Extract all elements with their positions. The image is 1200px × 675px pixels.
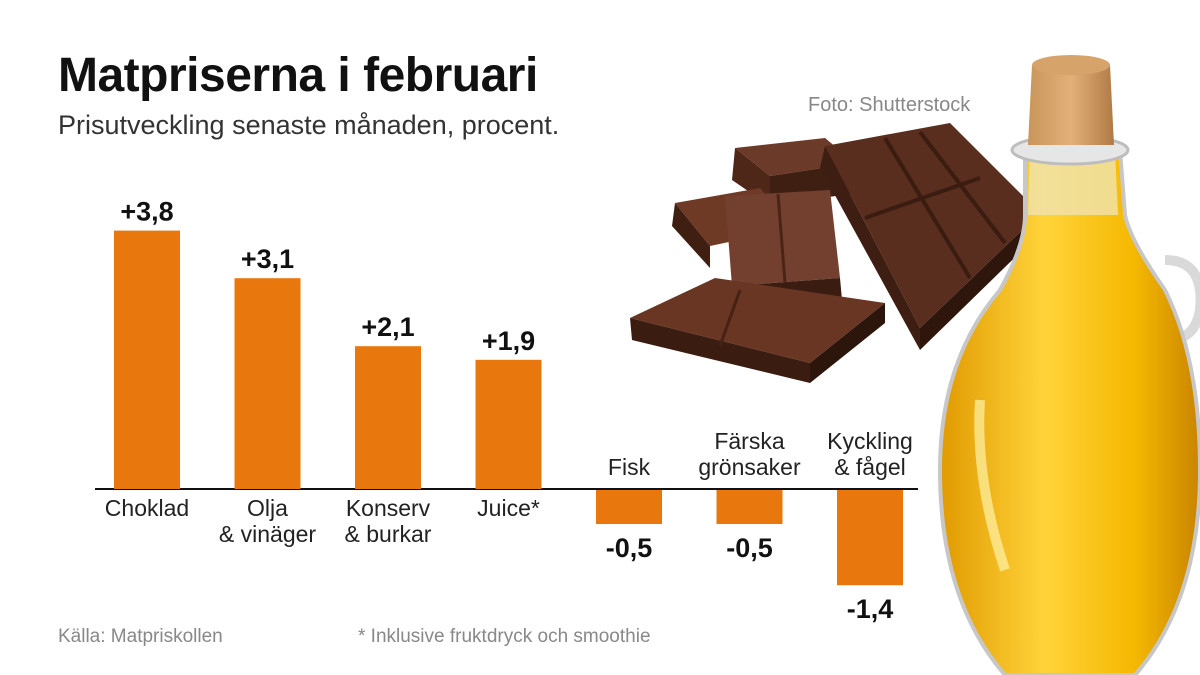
category-label: Choklad: [105, 495, 189, 521]
photo-credit: Foto: Shutterstock: [808, 94, 971, 116]
category-label: & fågel: [834, 454, 906, 480]
bar: [114, 230, 180, 489]
bar: [837, 490, 903, 586]
bar-value-label: -0,5: [606, 533, 653, 563]
chocolate-bar-large: [820, 123, 1040, 350]
category-label: Kyckling: [827, 428, 913, 454]
bar-value-label: -1,4: [847, 594, 894, 624]
category-label: Olja: [247, 495, 288, 521]
category-label: grönsaker: [698, 454, 801, 480]
bar-value-label: +1,9: [482, 326, 535, 356]
category-label: & vinäger: [219, 521, 317, 547]
chocolate-piece-bottom: [630, 278, 885, 383]
category-label: Juice*: [477, 495, 540, 521]
source-note: Källa: Matpriskollen: [58, 626, 223, 647]
footnote: * Inklusive fruktdryck och smoothie: [358, 626, 651, 647]
category-label: Fisk: [608, 454, 651, 480]
bar: [234, 278, 301, 489]
bar: [355, 346, 421, 489]
bar: [475, 359, 542, 489]
bar: [596, 490, 662, 524]
category-label: & burkar: [345, 521, 432, 547]
oil-bottle-illustration: [937, 55, 1200, 675]
oil-bottle: [937, 55, 1200, 675]
category-label: Färska: [714, 428, 785, 454]
category-label: Konserv: [346, 495, 431, 521]
chocolate-illustration: [630, 123, 1040, 383]
chart-title: Matpriserna i februari: [58, 49, 538, 102]
bar: [716, 490, 783, 524]
bar-value-label: +3,8: [120, 197, 173, 227]
chart-subtitle: Prisutveckling senaste månaden, procent.: [58, 110, 560, 140]
bar-value-label: -0,5: [726, 533, 773, 563]
bar-value-label: +3,1: [241, 244, 294, 274]
bar-value-label: +2,1: [361, 312, 414, 342]
